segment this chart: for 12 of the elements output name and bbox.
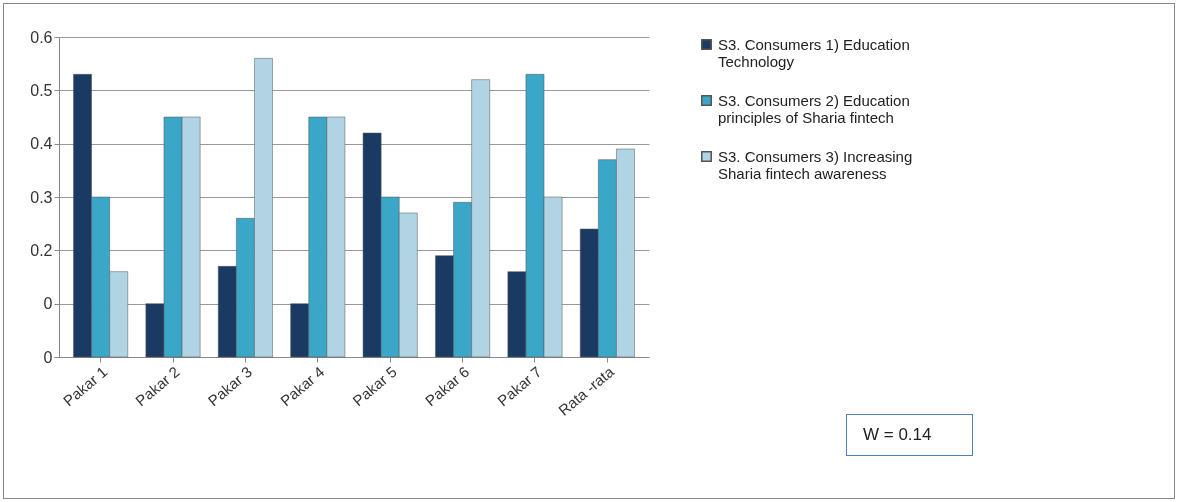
legend-label: S3. Consumers 3) Increasing Sharia fintech awareness (718, 147, 913, 182)
y-tick-label: 0 (43, 295, 53, 313)
y-tick-label: 0.2 (30, 241, 53, 259)
y-tick-label: 0.5 (30, 81, 53, 99)
y-tick-label: 0.3 (30, 188, 53, 206)
y-tick-label: 0 (43, 348, 53, 366)
y-tick-label: 0.4 (30, 135, 53, 153)
x-tick-label: Rata -rata (554, 362, 618, 419)
y-tick-label: 0.6 (30, 28, 53, 46)
legend-label: S3. Consumers 2) Education principles of Sharia fintech (718, 91, 910, 126)
legend-label: S3. Consumers 1) Education Technology (718, 35, 910, 70)
text: W = 0.14 (846, 414, 973, 456)
